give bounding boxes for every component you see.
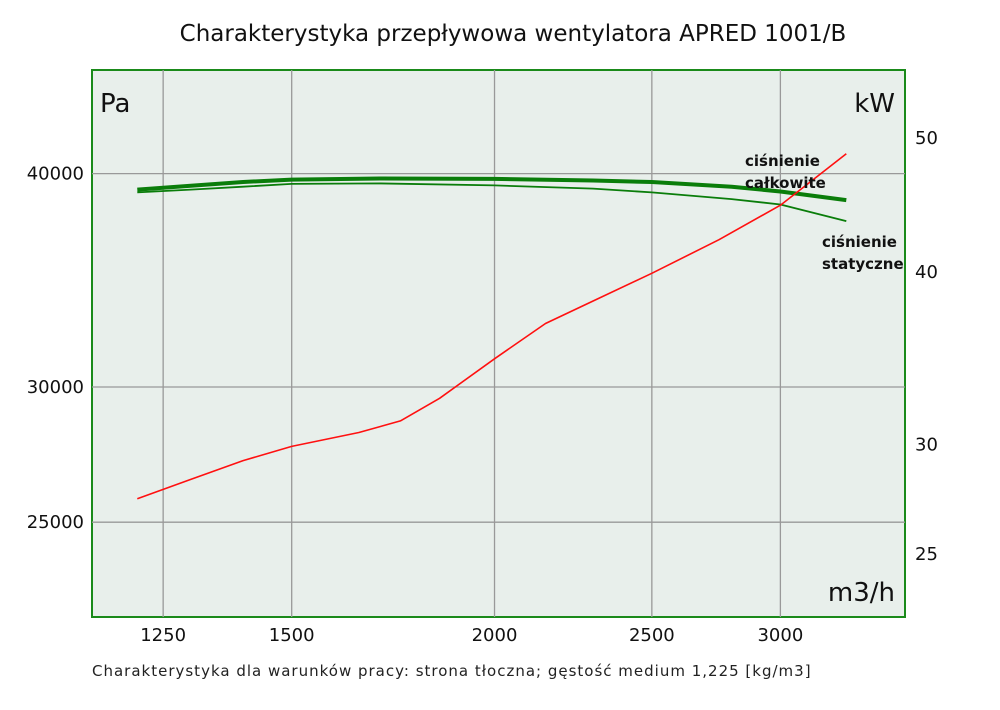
label-total-pressure-1: ciśnienie — [745, 152, 820, 170]
y-tick-label: 40000 — [27, 164, 84, 185]
y2-tick-label: 40 — [915, 262, 938, 283]
series-line-1 — [137, 182, 847, 222]
y2-tick-label: 30 — [915, 434, 938, 455]
x-tick-label: 1500 — [269, 625, 315, 646]
label-static-pressure-2: statyczne — [822, 255, 904, 273]
series-line-2 — [137, 153, 847, 500]
x-tick-label: 2500 — [629, 625, 675, 646]
plot-area — [91, 69, 906, 618]
x-tick-label: 3000 — [757, 625, 803, 646]
x-tick-label: 2000 — [472, 625, 518, 646]
label-static-pressure-1: ciśnienie — [822, 233, 897, 251]
label-total-pressure-2: całkowite — [745, 174, 826, 192]
chart-footnote: Charakterystyka dla warunków pracy: stro… — [92, 662, 812, 680]
x-tick-label: 1250 — [140, 625, 186, 646]
x-axis-label: m3/h — [828, 578, 895, 608]
y-axis-label: Pa — [100, 89, 130, 119]
y-tick-label: 25000 — [27, 512, 84, 533]
y2-axis-label: kW — [854, 89, 895, 119]
series-line-0 — [137, 176, 847, 203]
chart-title: Charakterystyka przepływowa wentylatora … — [180, 21, 847, 47]
y2-tick-label: 50 — [915, 128, 938, 149]
y-tick-label: 30000 — [27, 377, 84, 398]
y2-tick-label: 25 — [915, 544, 938, 565]
